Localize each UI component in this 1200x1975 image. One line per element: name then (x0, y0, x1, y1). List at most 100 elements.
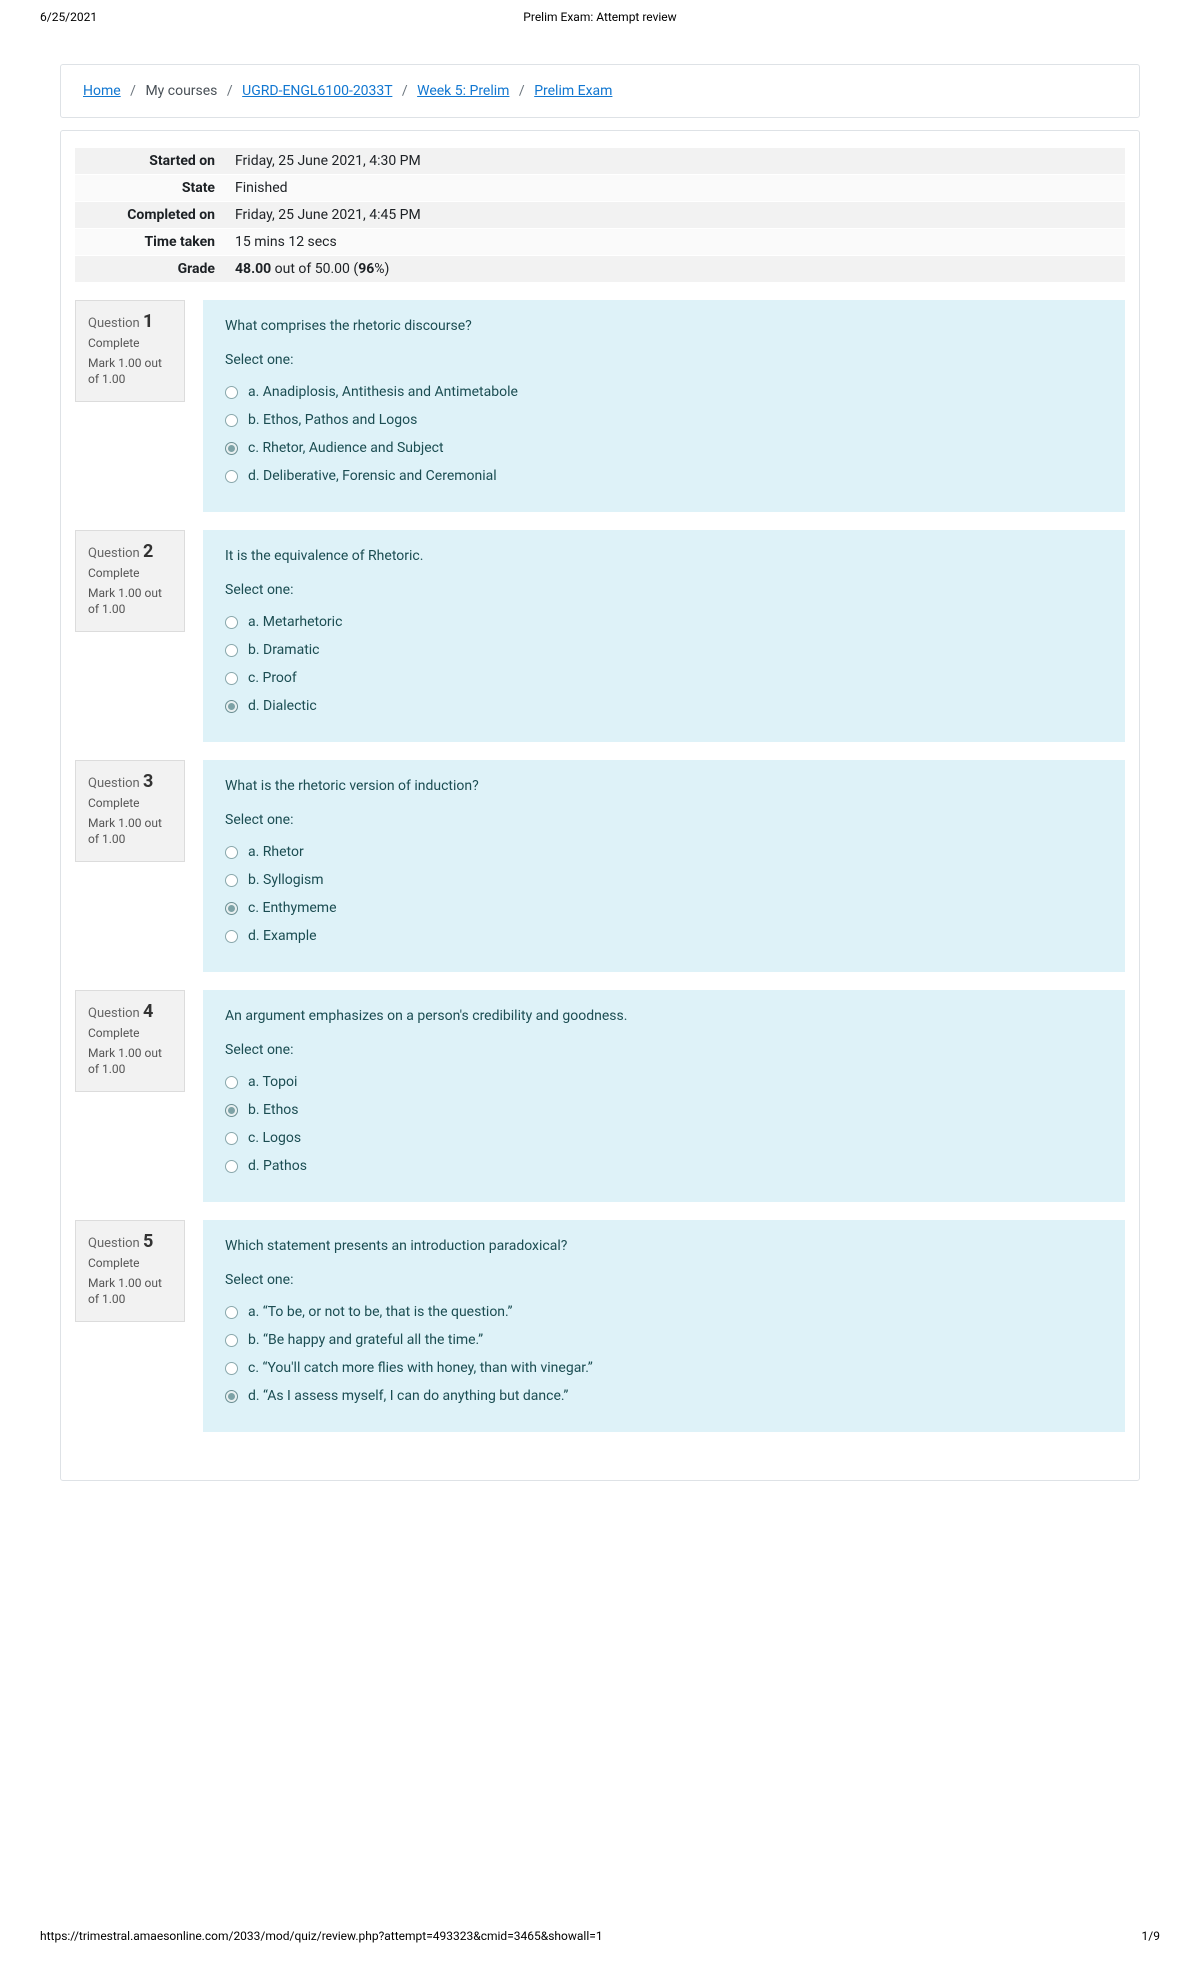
answer-option[interactable]: d. Example (225, 922, 1103, 950)
question-mark: Mark 1.00 out of 1.00 (88, 816, 172, 847)
question-label: Question (88, 1006, 143, 1021)
answer-option[interactable]: a. Topoi (225, 1068, 1103, 1096)
radio-icon[interactable] (225, 470, 238, 483)
answer-option[interactable]: c. “You'll catch more flies with honey, … (225, 1354, 1103, 1382)
answer-option[interactable]: d. Dialectic (225, 692, 1103, 720)
question-row: Question 3 Complete Mark 1.00 out of 1.00 W… (75, 760, 1125, 972)
answer-label: b. “Be happy and grateful all the time.” (248, 1332, 483, 1348)
answer-label: b. Dramatic (248, 642, 320, 658)
answer-option[interactable]: c. Proof (225, 664, 1103, 692)
answer-label: a. Rhetor (248, 844, 304, 860)
question-content: An argument emphasizes on a person's cre… (203, 990, 1125, 1202)
radio-icon[interactable] (225, 442, 238, 455)
question-text: What is the rhetoric version of inductio… (225, 778, 1103, 794)
summary-label-state: State (75, 175, 225, 202)
question-content: What comprises the rhetoric discourse? Se… (203, 300, 1125, 512)
radio-icon[interactable] (225, 874, 238, 887)
breadcrumb-week[interactable]: Week 5: Prelim (417, 83, 509, 99)
radio-icon[interactable] (225, 1390, 238, 1403)
answer-option[interactable]: a. Metarhetoric (225, 608, 1103, 636)
answer-option[interactable]: c. Logos (225, 1124, 1103, 1152)
print-url: https://trimestral.amaesonline.com/2033/… (40, 1929, 603, 1943)
question-label: Question (88, 1236, 143, 1251)
question-info: Question 2CompleteMark 1.00 out of 1.00 (75, 530, 185, 632)
select-one-prompt: Select one: (225, 352, 1103, 368)
answer-label: b. Ethos, Pathos and Logos (248, 412, 417, 428)
radio-icon[interactable] (225, 930, 238, 943)
print-title: Prelim Exam: Attempt review (240, 10, 960, 24)
radio-icon[interactable] (225, 1362, 238, 1375)
answer-option[interactable]: c. Rhetor, Audience and Subject (225, 434, 1103, 462)
answer-label: c. Proof (248, 670, 297, 686)
summary-grade: 48.00 out of 50.00 (96%) (225, 256, 1125, 283)
answer-label: d. Pathos (248, 1158, 307, 1174)
question-number: 3 (143, 771, 153, 792)
question-info: Question 5 Complete Mark 1.00 out of 1.00 (75, 1220, 185, 1322)
question-info: Question 1CompleteMark 1.00 out of 1.00 (75, 300, 185, 402)
answer-list: a. Anadiplosis, Antithesis and Antimetab… (225, 378, 1103, 490)
question-state: Complete (88, 336, 172, 350)
answer-label: c. Rhetor, Audience and Subject (248, 440, 444, 456)
answer-option[interactable]: b. Syllogism (225, 866, 1103, 894)
select-one-prompt: Select one: (225, 1272, 1103, 1288)
answer-label: c. Logos (248, 1130, 301, 1146)
select-one-prompt: Select one: (225, 1042, 1103, 1058)
question-number: 5 (143, 1231, 153, 1252)
question-text: What comprises the rhetoric discourse? (225, 318, 1103, 334)
question-mark: Mark 1.00 out of 1.00 (88, 1276, 172, 1307)
radio-icon[interactable] (225, 846, 238, 859)
question-mark: Mark 1.00 out of 1.00 (88, 586, 172, 617)
question-state: Complete (88, 796, 172, 810)
question-content: It is the equivalence of Rhetoric.Select… (203, 530, 1125, 742)
breadcrumb-course[interactable]: UGRD-ENGL6100-2033T (242, 83, 392, 99)
radio-icon[interactable] (225, 414, 238, 427)
summary-completed: Friday, 25 June 2021, 4:45 PM (225, 202, 1125, 229)
radio-icon[interactable] (225, 1132, 238, 1145)
summary-state: Finished (225, 175, 1125, 202)
print-date: 6/25/2021 (40, 10, 240, 24)
radio-icon[interactable] (225, 386, 238, 399)
answer-option[interactable]: d. Pathos (225, 1152, 1103, 1180)
question-number: 4 (143, 1001, 153, 1022)
answer-label: a. “To be, or not to be, that is the que… (248, 1304, 513, 1320)
breadcrumb-exam[interactable]: Prelim Exam (534, 83, 612, 99)
radio-icon[interactable] (225, 1306, 238, 1319)
radio-icon[interactable] (225, 616, 238, 629)
question-state: Complete (88, 566, 172, 580)
print-footer: https://trimestral.amaesonline.com/2033/… (0, 1923, 1200, 1953)
radio-icon[interactable] (225, 1076, 238, 1089)
radio-icon[interactable] (225, 672, 238, 685)
answer-label: b. Ethos (248, 1102, 298, 1118)
question-content: What is the rhetoric version of inductio… (203, 760, 1125, 972)
answer-list: a. Rhetor b. Syllogism c. Enthymemed. Exam… (225, 838, 1103, 950)
question-row: Question 5 Complete Mark 1.00 out of 1.00 W… (75, 1220, 1125, 1432)
answer-label: b. Syllogism (248, 872, 324, 888)
answer-option[interactable]: d. Deliberative, Forensic and Ceremonial (225, 462, 1103, 490)
question-text: It is the equivalence of Rhetoric. (225, 548, 1103, 564)
answer-option[interactable]: a. “To be, or not to be, that is the que… (225, 1298, 1103, 1326)
answer-option[interactable]: b. Ethos, Pathos and Logos (225, 406, 1103, 434)
answer-option[interactable]: c. Enthymeme (225, 894, 1103, 922)
question-content: Which statement presents an introduction… (203, 1220, 1125, 1432)
question-text: Which statement presents an introduction… (225, 1238, 1103, 1254)
answer-option[interactable]: d. “As I assess myself, I can do anythin… (225, 1382, 1103, 1410)
answer-option[interactable]: a. Rhetor (225, 838, 1103, 866)
radio-icon[interactable] (225, 1334, 238, 1347)
answer-option[interactable]: b. Ethos (225, 1096, 1103, 1124)
radio-icon[interactable] (225, 644, 238, 657)
radio-icon[interactable] (225, 1160, 238, 1173)
question-label: Question (88, 776, 143, 791)
content-card: Started on Friday, 25 June 2021, 4:30 PM… (60, 130, 1140, 1481)
answer-label: a. Topoi (248, 1074, 297, 1090)
answer-option[interactable]: a. Anadiplosis, Antithesis and Antimetab… (225, 378, 1103, 406)
radio-icon[interactable] (225, 700, 238, 713)
answer-option[interactable]: b. “Be happy and grateful all the time.” (225, 1326, 1103, 1354)
question-row: Question 1CompleteMark 1.00 out of 1.00W… (75, 300, 1125, 512)
radio-icon[interactable] (225, 1104, 238, 1117)
summary-label-time: Time taken (75, 229, 225, 256)
radio-icon[interactable] (225, 902, 238, 915)
breadcrumb-home[interactable]: Home (83, 83, 121, 99)
question-state: Complete (88, 1256, 172, 1270)
answer-option[interactable]: b. Dramatic (225, 636, 1103, 664)
summary-label-grade: Grade (75, 256, 225, 283)
